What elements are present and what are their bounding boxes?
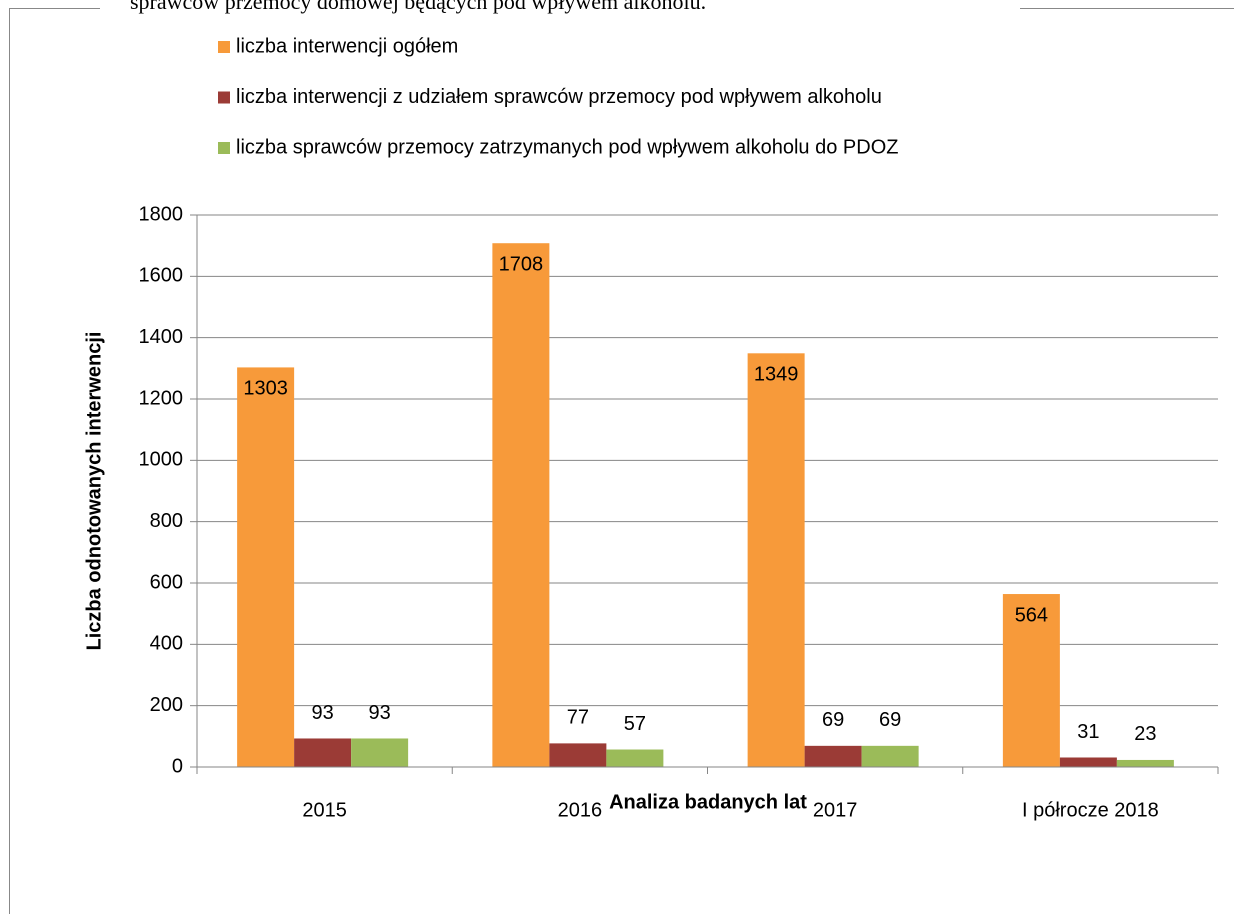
y-axis-title: Liczba odnotowanych interwencji [83,332,105,651]
bar [748,353,805,767]
legend-label: liczba interwencji ogółem [236,35,458,57]
data-label: 31 [1077,721,1099,743]
bar [862,746,919,767]
bar [549,743,606,767]
data-label: 1349 [754,364,799,386]
data-label: 23 [1134,723,1156,745]
bar [805,746,862,767]
data-label: 93 [369,702,391,724]
bar [606,750,663,767]
data-label: 57 [624,713,646,735]
bar [237,367,294,767]
caption: sprawców przemocy domowej będących pod w… [130,0,706,14]
y-tick-label: 800 [150,510,183,532]
y-tick-label: 1400 [139,326,184,348]
y-tick-label: 0 [172,755,183,777]
y-tick-label: 400 [150,633,183,655]
data-label: 69 [879,709,901,731]
bar [1117,760,1174,767]
legend-label: liczba interwencji z udziałem sprawców p… [236,86,882,108]
legend-label: liczba sprawców przemocy zatrzymanych po… [236,136,898,158]
y-tick-label: 1200 [139,387,184,409]
x-axis-title: Analiza badanych lat [609,791,807,813]
data-label: 564 [1015,604,1048,626]
bar [1060,757,1117,767]
bar [492,243,549,767]
y-tick-label: 200 [150,694,183,716]
bar [351,738,408,767]
data-label: 1708 [499,253,544,275]
legend-swatch [218,142,230,154]
y-tick-label: 1800 [139,203,184,225]
data-label: 77 [567,707,589,729]
y-tick-label: 1000 [139,449,184,471]
x-tick-label: I półrocze 2018 [1022,799,1159,821]
data-label: 93 [312,702,334,724]
y-tick-label: 600 [150,571,183,593]
data-label: 1303 [243,378,288,400]
legend-swatch [218,41,230,53]
x-tick-label: 2016 [558,799,603,821]
x-tick-label: 2015 [302,799,347,821]
bar [294,738,351,767]
legend-swatch [218,92,230,104]
x-tick-label: 2017 [813,799,858,821]
data-label: 69 [822,709,844,731]
y-tick-label: 1600 [139,265,184,287]
